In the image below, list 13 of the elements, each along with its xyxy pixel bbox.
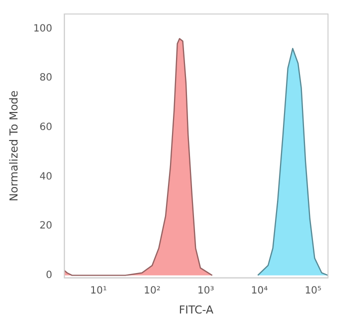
y-tick-label: 100 [33, 23, 52, 34]
y-axis-title: Normalized To Mode [7, 90, 20, 202]
x-tick-label: 10¹ [90, 285, 107, 296]
x-tick-label: 10² [144, 285, 161, 296]
y-tick-label: 40 [40, 171, 52, 182]
x-tick-label: 10⁵ [304, 285, 322, 296]
y-tick-label: 60 [40, 122, 52, 134]
x-tick-label: 10³ [197, 285, 214, 296]
x-axis-title: FITC-A [178, 303, 214, 316]
x-tick-label: 10⁴ [251, 285, 268, 296]
y-tick-label: 80 [40, 72, 52, 84]
y-tick-label: 20 [40, 220, 52, 232]
y-tick-label: 0 [46, 270, 52, 281]
